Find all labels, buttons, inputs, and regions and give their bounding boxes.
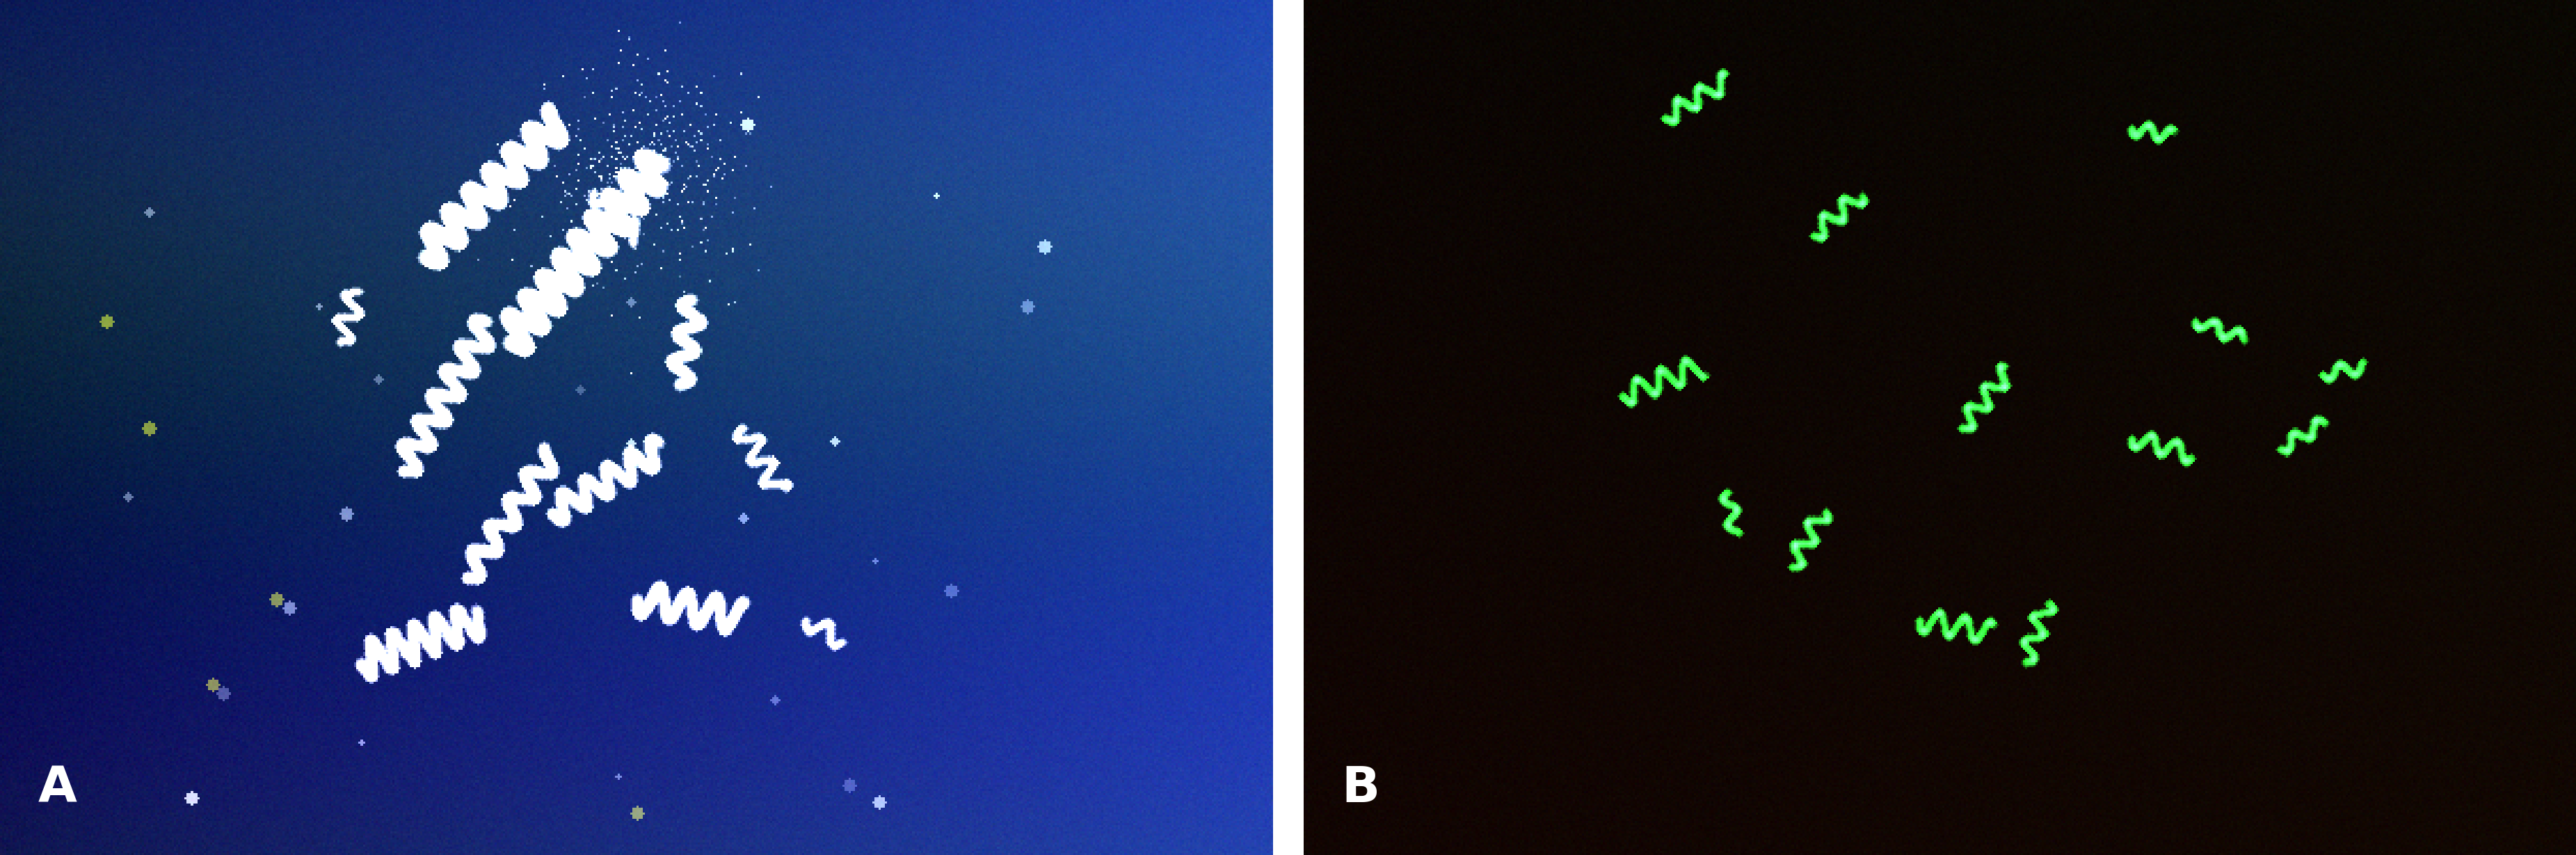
- Text: B: B: [1342, 764, 1381, 812]
- Text: A: A: [39, 764, 77, 812]
